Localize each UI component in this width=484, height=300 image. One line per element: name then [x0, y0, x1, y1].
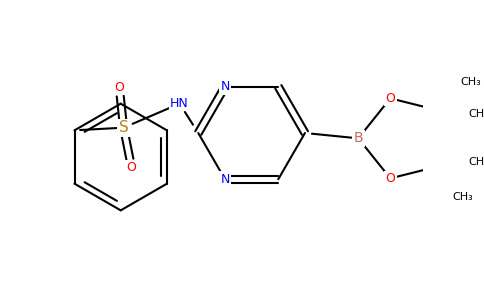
Text: O: O	[385, 172, 395, 185]
Text: O: O	[385, 92, 395, 105]
Text: O: O	[114, 81, 124, 94]
Text: O: O	[127, 161, 136, 174]
Text: CH₃: CH₃	[452, 192, 473, 202]
Text: N: N	[220, 173, 229, 186]
Text: B: B	[353, 131, 363, 145]
Text: S: S	[119, 120, 128, 135]
Text: N: N	[220, 80, 229, 93]
Text: HN: HN	[170, 97, 189, 110]
Text: CH₃: CH₃	[460, 77, 481, 87]
Text: CH₃: CH₃	[468, 109, 484, 119]
Text: CH₃: CH₃	[468, 158, 484, 167]
